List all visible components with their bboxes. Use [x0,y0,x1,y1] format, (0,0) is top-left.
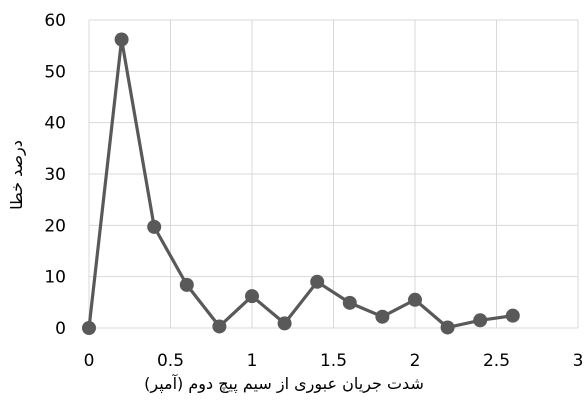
y-tick-label: 50 [44,62,66,82]
data-point [147,219,162,234]
y-tick-label: 60 [44,11,66,31]
data-point [408,292,422,307]
plot-series [82,32,520,335]
y-tick-label: 10 [44,268,66,288]
x-tick-label: 0 [84,351,95,371]
y-tick-label: 40 [44,114,66,134]
data-point [245,289,259,304]
data-point [212,319,227,334]
x-tick-label: 1.5 [320,351,347,371]
data-point [440,320,455,335]
data-point [505,308,520,323]
y-tick-label: 0 [55,319,66,339]
data-point [375,309,390,324]
horizontal-gridlines [89,19,578,329]
x-axis-title: شدت جریان عبوری از سیم پیچ دوم (آمپر) [144,374,424,394]
x-tick-label: 3 [573,351,584,371]
x-axis-tick-labels: 0 0.5 1 1.5 2 2.5 3 [84,351,584,371]
y-axis-tick-labels: 0 10 20 30 40 50 60 [44,11,66,339]
x-tick-label: 2.5 [483,351,510,371]
x-tick-label: 2 [410,351,421,371]
data-point [277,316,292,331]
x-tick-label: 0.5 [157,351,184,371]
y-tick-label: 30 [44,165,66,185]
data-point [473,313,488,328]
data-point [82,321,96,335]
data-point [114,32,129,47]
y-tick-label: 20 [44,216,66,236]
series-line [87,37,514,330]
y-axis-title: درصد خطا [7,140,27,210]
x-tick-label: 1 [247,351,258,371]
data-point [342,295,357,310]
data-point [179,277,194,292]
data-point [310,274,325,289]
